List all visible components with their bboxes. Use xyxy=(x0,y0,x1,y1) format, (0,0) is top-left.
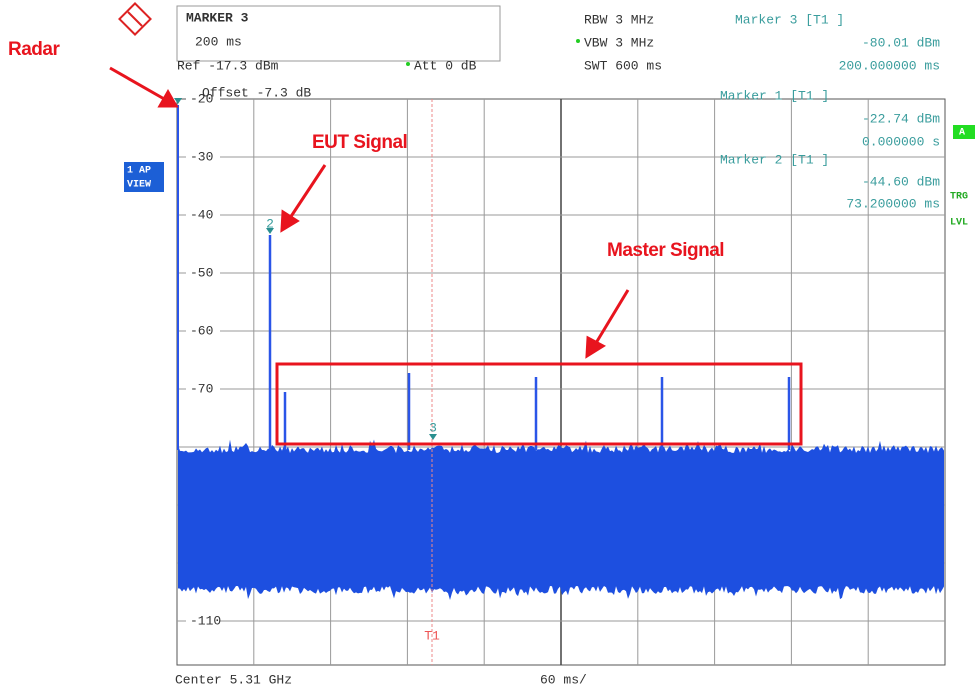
marker-level: -22.74 dBm xyxy=(862,111,940,126)
a-label: A xyxy=(959,128,965,139)
label-bg xyxy=(186,92,220,106)
rbw: RBW 3 MHz xyxy=(584,12,654,27)
marker-3-label: 3 xyxy=(429,420,437,435)
label-bg xyxy=(186,266,220,280)
label-bg xyxy=(186,324,220,338)
logo xyxy=(118,2,152,36)
swt: SWT 600 ms xyxy=(584,58,662,73)
plot-area: -20 -30 -40 -50 -60 -70 -110 xyxy=(174,91,946,666)
label-bg xyxy=(186,150,220,164)
label-bg xyxy=(186,208,220,222)
y-tick-label: -110 xyxy=(190,613,221,628)
arrows xyxy=(109,66,630,359)
label-bg xyxy=(186,614,220,628)
y-tick-label: -60 xyxy=(190,323,213,338)
attenuation: Att 0 dB xyxy=(414,58,477,73)
marker-label: Marker 1 [T1 ] xyxy=(720,88,829,103)
marker-title: MARKER 3 xyxy=(186,10,249,25)
y-tick-label: -50 xyxy=(190,265,213,280)
marker-time: 73.200000 ms xyxy=(846,196,940,211)
marker-time: 200 ms xyxy=(195,34,242,49)
trg-label: TRG xyxy=(950,192,968,203)
marker-time: 200.000000 ms xyxy=(839,58,940,73)
marker-label: Marker 2 [T1 ] xyxy=(720,152,829,167)
lvl-label: LVL xyxy=(950,218,968,229)
marker-2-label: 2 xyxy=(266,216,274,231)
y-tick-label: -40 xyxy=(190,207,213,222)
marker-triangle xyxy=(266,228,274,234)
center-frequency: Center 5.31 GHz xyxy=(175,672,292,687)
offset: Offset -7.3 dB xyxy=(202,85,311,100)
t1-label: T1 xyxy=(424,628,440,643)
noise-floor xyxy=(178,439,944,600)
time-per-division: 60 ms/ xyxy=(540,672,587,687)
marker-label: Marker 3 [T1 ] xyxy=(735,12,844,27)
marker-triangle xyxy=(174,98,182,104)
eut-annotation: EUT Signal xyxy=(312,132,407,153)
highlight-box xyxy=(275,362,803,446)
master-annotation: Master Signal xyxy=(607,240,724,261)
y-tick-label: -20 xyxy=(190,91,213,106)
vbw-dot xyxy=(576,39,580,43)
marker-time: 0.000000 s xyxy=(862,134,940,149)
trace-mode: 1 AP xyxy=(127,166,151,177)
y-tick-label: -70 xyxy=(190,381,213,396)
ref-level: Ref -17.3 dBm xyxy=(177,58,279,73)
att-dot xyxy=(406,62,410,66)
trace-badge xyxy=(124,162,164,192)
radar-annotation: Radar xyxy=(8,39,60,60)
marker-triangle xyxy=(429,434,437,440)
label-bg xyxy=(186,382,220,396)
a-badge xyxy=(953,125,975,139)
marker-level: -80.01 dBm xyxy=(862,35,940,50)
view-mode: VIEW xyxy=(127,180,151,191)
marker-level: -44.60 dBm xyxy=(862,174,940,189)
vbw: VBW 3 MHz xyxy=(584,35,654,50)
marker-box xyxy=(176,5,501,62)
y-tick-label: -30 xyxy=(190,149,213,164)
